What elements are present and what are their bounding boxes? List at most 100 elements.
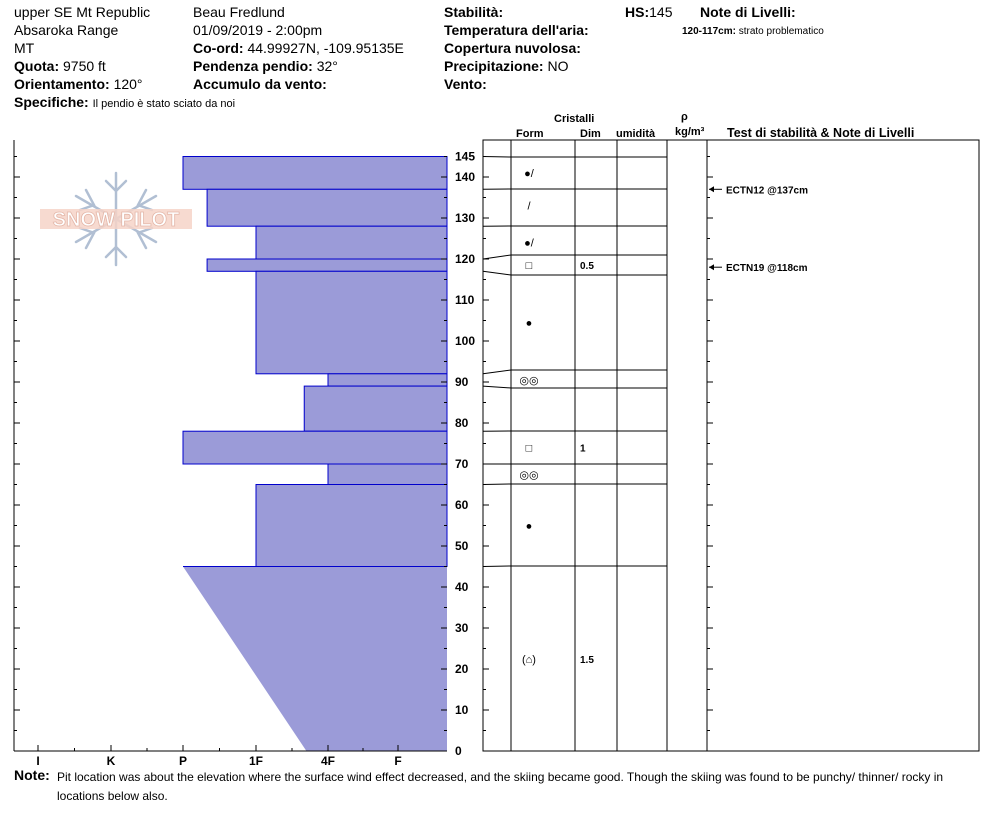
hardness-bar [182, 430, 448, 465]
aspect-value: 120° [113, 76, 143, 92]
wind-row: Vento: [444, 76, 487, 92]
logo-text: SNOW PILOT [53, 209, 180, 231]
crystal-size-value: 0.5 [580, 261, 594, 272]
hardness-bar [206, 188, 448, 227]
height-tick-label: 140 [455, 170, 475, 184]
hardness-bar [206, 258, 448, 272]
height-tick-label: 10 [455, 703, 469, 717]
specifics-value: Il pendio è stato sciato da noi [92, 98, 236, 110]
hardness-bar [255, 225, 448, 260]
rho-header: ρ [681, 111, 688, 123]
hardness-profile [182, 156, 448, 751]
aspect-label: Orientamento: [14, 76, 110, 92]
sky-row: Copertura nuvolosa: [444, 40, 581, 56]
hardness-tick-label: 4F [321, 754, 335, 768]
logo-banner [40, 209, 192, 229]
hardness-bar [183, 566, 447, 751]
crystal-form-symbol: (⌂) [522, 654, 536, 666]
hardness-bar [255, 270, 448, 375]
hardness-bar [182, 156, 448, 190]
crystal-size-value: 1 [580, 444, 586, 455]
density-header: kg/m³ [675, 126, 705, 138]
crystal-form-symbol: □ [526, 443, 533, 455]
observer: Beau Fredlund [193, 4, 285, 20]
layer-boundary-line [482, 254, 667, 260]
height-tick-label: 60 [455, 498, 469, 512]
stability-tests: ECTN12 @137cm ECTN19 @118cm [709, 185, 808, 274]
hardness-bar [255, 484, 448, 567]
hardness-tick-label: K [107, 754, 116, 768]
hs-value: 145 [649, 4, 673, 20]
layer-boundary-line [482, 483, 667, 485]
hs-row: HS:145 [625, 4, 672, 20]
sky-label: Copertura nuvolosa: [444, 40, 581, 56]
note-text: Pit location was about the elevation whe… [57, 770, 944, 803]
test-result-label: ECTN19 @118cm [726, 263, 808, 274]
test-result-label: ECTN12 @137cm [726, 185, 808, 196]
layer-note-text: strato problematico [738, 26, 824, 37]
elevation-value: 9750 ft [63, 58, 106, 74]
precip-row: Precipitazione: NO [444, 58, 568, 74]
height-tick-label: 20 [455, 662, 469, 676]
air-temp-row: Temperatura dell'aria: [444, 22, 589, 38]
test-pointer-arrow [709, 186, 714, 193]
layer-boundary-line [482, 156, 667, 158]
coords-row: Co-ord: 44.99927N, -109.95135E [193, 40, 404, 56]
chart-axes: 0 10 20 30 40 50 60 70 80 90 100 110 120 130 140 145 I K P… [13, 140, 475, 768]
crystal-form-symbol: ● [526, 521, 533, 533]
hs-label: HS: [625, 4, 650, 20]
wind-label: Vento: [444, 76, 487, 92]
crystal-form-symbol: □ [526, 260, 533, 272]
note-label: Note: [14, 767, 50, 783]
snowpilot-logo: SNOW PILOT [40, 171, 192, 267]
state: MT [14, 40, 35, 56]
layer-boundary-line [482, 385, 667, 389]
layer-note-row: 120-117cm: strato problematico [682, 24, 824, 40]
hardness-tick-label: P [179, 754, 187, 768]
coords-label: Co-ord: [193, 40, 244, 56]
moisture-header: umidità [616, 128, 656, 140]
height-tick-label: 80 [455, 416, 469, 430]
hardness-bar [327, 463, 448, 485]
crystal-form-symbol: / [527, 201, 531, 213]
height-tick-label: 100 [455, 334, 475, 348]
layer-boundary-line [482, 565, 667, 567]
layer-note-range: 120-117cm: [682, 26, 736, 37]
tests-header: Test di stabilità & Note di Livelli [727, 126, 915, 140]
height-tick-label: 50 [455, 539, 469, 553]
height-tick-label: 40 [455, 580, 469, 594]
height-tick-label: 90 [455, 375, 469, 389]
location: upper SE Mt Republic [14, 4, 151, 20]
elevation-label: Quota: [14, 58, 60, 74]
crystal-form-symbol: ●/ [524, 168, 535, 180]
specifics-label: Specifiche: [14, 94, 89, 110]
wind-loading-row: Accumulo da vento: [193, 76, 327, 92]
crystal-form-symbol: ◎◎ [519, 375, 538, 387]
aspect-row: Orientamento: 120° [14, 76, 143, 92]
height-tick-label: 0 [455, 744, 462, 758]
height-tick-label: 110 [455, 293, 475, 307]
precip-value: NO [547, 58, 569, 74]
air-temp-label: Temperatura dell'aria: [444, 22, 589, 38]
wind-loading-label: Accumulo da vento: [193, 76, 327, 92]
slope-row: Pendenza pendio: 32° [193, 58, 338, 74]
crystal-form-symbol: ●/ [524, 238, 535, 250]
height-tick-label: 30 [455, 621, 469, 635]
height-tick-label: 70 [455, 457, 469, 471]
height-tick-label: 145 [455, 150, 475, 164]
size-header: Dim [580, 128, 601, 140]
hardness-tick-label: 1F [249, 754, 263, 768]
layer-boundary-line [482, 270, 667, 276]
elevation-row: Quota: 9750 ft [14, 58, 106, 74]
layer-notes-label: Note di Livelli: [700, 4, 796, 20]
slope-label: Pendenza pendio: [193, 58, 313, 74]
stability-label: Stabilità: [444, 4, 504, 20]
crystal-size-value: 1.5 [580, 655, 594, 666]
observation-datetime: 01/09/2019 - 2:00pm [193, 22, 323, 38]
specifics-row: Specifiche: Il pendio è stato sciato da … [14, 94, 235, 112]
hardness-bar [303, 385, 448, 432]
precip-label: Precipitazione: [444, 58, 544, 74]
height-tick-label: 130 [455, 211, 475, 225]
form-header: Form [516, 128, 544, 140]
